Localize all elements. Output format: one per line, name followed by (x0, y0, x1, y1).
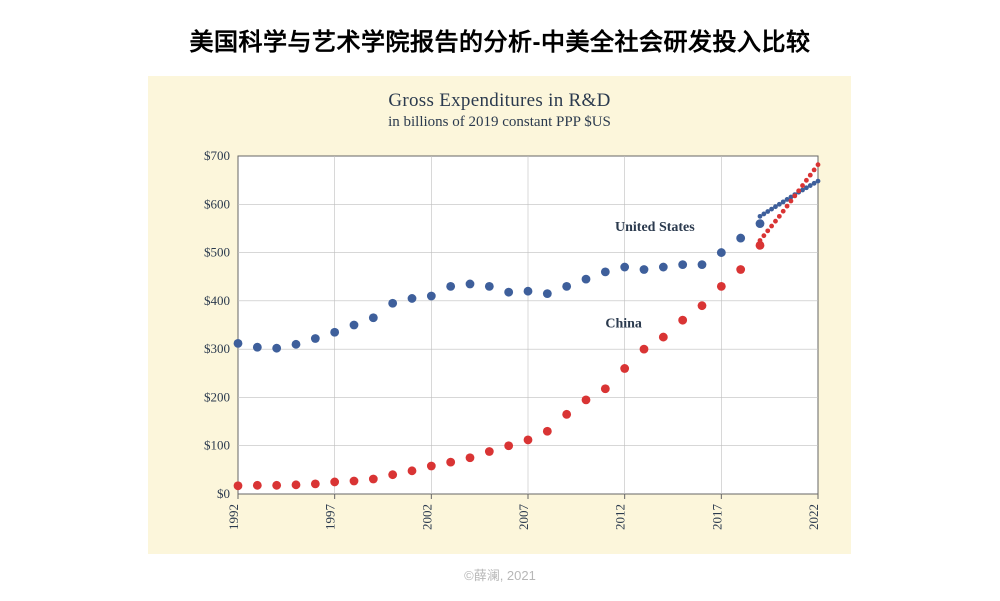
data-point (620, 263, 629, 272)
footer-credit: ©薛澜, 2021 (0, 565, 1000, 584)
data-point (524, 436, 533, 445)
data-point (234, 481, 243, 490)
data-point (504, 441, 513, 450)
page-title: 美国科学与艺术学院报告的分析-中美全社会研发投入比较 (0, 0, 1000, 57)
xtick-label: 1997 (323, 504, 338, 531)
data-point (466, 453, 475, 462)
xtick-label: 1992 (226, 504, 241, 530)
ytick-label: $700 (204, 148, 230, 163)
data-point (717, 248, 726, 257)
data-point (350, 477, 359, 486)
data-point (369, 475, 378, 484)
ytick-label: $500 (204, 245, 230, 260)
proj-point (761, 233, 766, 238)
data-point (756, 219, 765, 228)
data-point (717, 282, 726, 291)
data-point (388, 470, 397, 479)
proj-point (781, 209, 786, 214)
xtick-label: 2022 (806, 504, 821, 530)
data-point (640, 345, 649, 354)
xtick-label: 2002 (419, 504, 434, 530)
proj-point (792, 193, 797, 198)
data-point (292, 480, 301, 489)
ytick-label: $100 (204, 438, 230, 453)
data-point (311, 479, 320, 488)
page-root: 美国科学与艺术学院报告的分析-中美全社会研发投入比较 $0 $100 $200 $30… (0, 0, 1000, 601)
chart-svg: $0 $100 $200 $300 $400 $500 $600 $700 1992 1997 20… (148, 76, 851, 554)
plot-wrap: $0 $100 $200 $300 $400 $500 $600 $700 1992 1997 20… (148, 76, 851, 554)
data-point (620, 364, 629, 373)
data-point (408, 466, 417, 475)
xtick-label: 2017 (709, 504, 724, 531)
data-point (640, 265, 649, 274)
proj-point (800, 183, 805, 188)
data-point (485, 447, 494, 456)
xtick-label: 2007 (516, 504, 531, 531)
data-point (582, 395, 591, 404)
data-point (678, 316, 687, 325)
data-point (253, 481, 262, 490)
series-label: United States (615, 220, 695, 235)
data-point (736, 234, 745, 243)
data-point (543, 427, 552, 436)
data-point (272, 481, 281, 490)
data-point (234, 339, 243, 348)
data-point (350, 321, 359, 330)
data-point (562, 282, 571, 291)
data-point (524, 287, 533, 296)
data-point (543, 289, 552, 298)
xtick-label: 2012 (613, 504, 628, 530)
data-point (504, 288, 513, 297)
data-point (408, 294, 417, 303)
data-point (311, 334, 320, 343)
proj-point (789, 199, 794, 204)
data-point (427, 292, 436, 301)
ytick-label: $300 (204, 341, 230, 356)
proj-point (758, 238, 763, 243)
proj-point (816, 179, 821, 184)
data-point (678, 260, 687, 269)
data-point (427, 462, 436, 471)
data-point (272, 344, 281, 353)
data-point (446, 282, 455, 291)
data-point (659, 333, 668, 342)
ytick-label: $600 (204, 196, 230, 211)
proj-point (785, 204, 790, 209)
data-point (698, 301, 707, 310)
proj-point (773, 219, 778, 224)
data-point (388, 299, 397, 308)
ytick-label: $0 (217, 486, 230, 501)
data-point (466, 280, 475, 289)
series-label: China (605, 316, 642, 331)
proj-point (812, 168, 817, 173)
data-point (369, 313, 378, 322)
chart-panel: $0 $100 $200 $300 $400 $500 $600 $700 1992 1997 20… (148, 76, 851, 554)
data-point (330, 328, 339, 337)
proj-point (808, 173, 813, 178)
proj-point (796, 188, 801, 193)
data-point (736, 265, 745, 274)
data-point (446, 458, 455, 467)
data-point (659, 263, 668, 272)
data-point (601, 267, 610, 276)
proj-point (765, 228, 770, 233)
data-point (330, 478, 339, 487)
ytick-label: $400 (204, 293, 230, 308)
chart-title: Gross Expenditures in R&D (148, 76, 851, 112)
data-point (485, 282, 494, 291)
data-point (253, 343, 262, 352)
ytick-label: $200 (204, 389, 230, 404)
proj-point (777, 214, 782, 219)
data-point (601, 384, 610, 393)
proj-point (816, 162, 821, 167)
proj-point (769, 224, 774, 229)
chart-subtitle: in billions of 2019 constant PPP $US (148, 114, 851, 131)
data-point (698, 260, 707, 269)
proj-point (804, 178, 809, 183)
data-point (582, 275, 591, 284)
data-point (562, 410, 571, 419)
data-point (292, 340, 301, 349)
